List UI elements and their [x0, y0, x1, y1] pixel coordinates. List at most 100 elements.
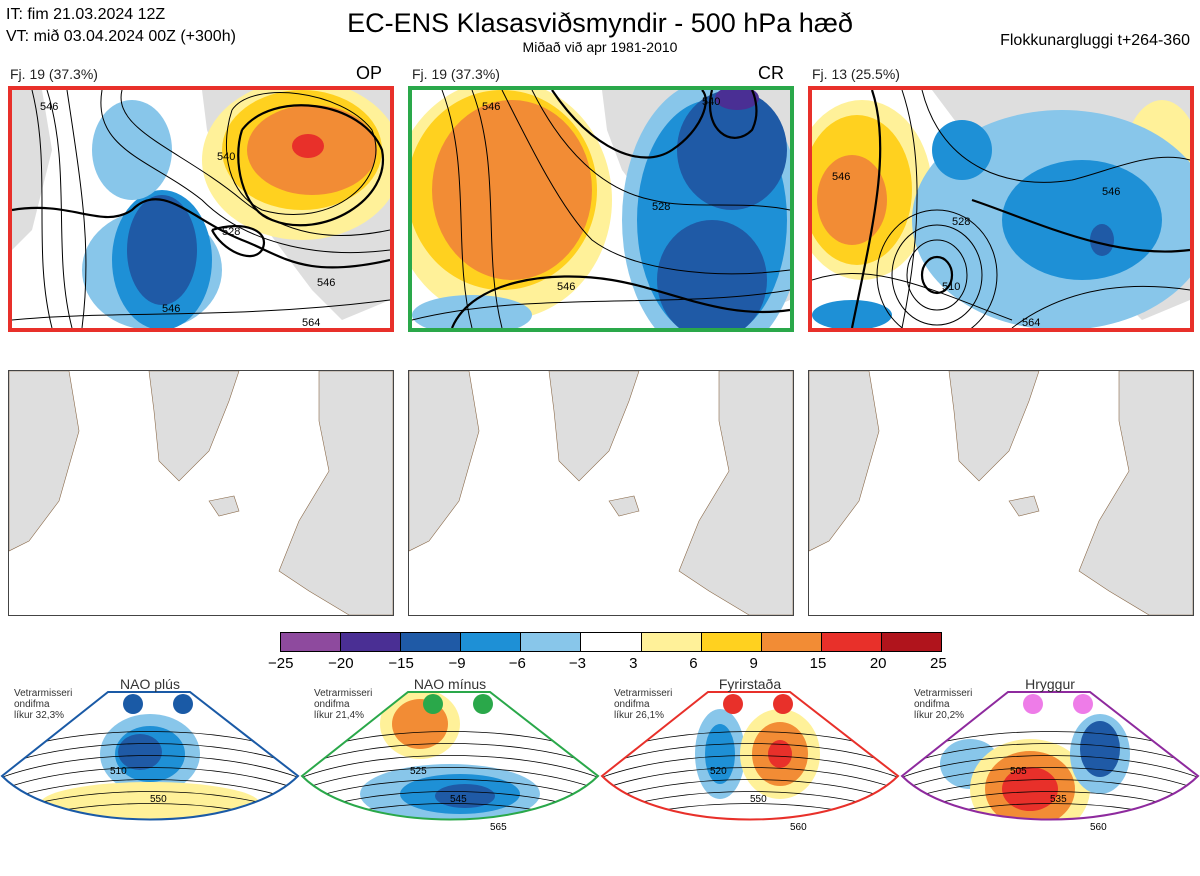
regime-panel: 520 550 560 Fyrirstaða Vetrarmisseri ondifma l…: [600, 674, 900, 871]
contour-label: 560: [1090, 822, 1107, 833]
contour-label: 546: [832, 171, 850, 183]
contour-label: 560: [790, 822, 807, 833]
regime-border: [0, 691, 300, 821]
regime-map: 510 550: [0, 691, 300, 821]
colorbar-tick-label: 9: [749, 655, 758, 672]
anomaly-shading: [118, 734, 162, 770]
contour-label: 528: [952, 216, 970, 228]
regime-dot: [473, 694, 493, 714]
regime-panel: 510 550 NAO plús Vetrarmisseri ondifma líkur …: [0, 674, 300, 871]
height-contour: [902, 767, 1198, 791]
colorbar-swatch: [341, 633, 402, 651]
colorbar-tick-label: 25: [930, 655, 947, 672]
regime-dot: [1073, 694, 1093, 714]
colorbar-tick-label: −9: [448, 655, 466, 672]
regime-map: 505 535 560: [900, 691, 1200, 833]
regime-map: 520 550 560: [600, 691, 900, 833]
cluster-map-1-graphic: 546 540 528 546 546 564: [12, 90, 390, 328]
colorbar-tick-label: 6: [689, 655, 698, 672]
regime-dot: [173, 694, 193, 714]
height-contour: [602, 755, 898, 779]
height-contour: [602, 767, 898, 791]
anomaly-shading: [1080, 721, 1120, 777]
height-contour: [302, 767, 598, 791]
anomaly-shading: [1002, 767, 1058, 811]
colorbar-swatch: [701, 633, 762, 651]
empty-map-2: [408, 370, 794, 616]
regime-note-line: ondifma: [614, 699, 650, 710]
contour-label: 510: [942, 281, 960, 293]
height-contour: [602, 743, 898, 767]
empty-map-3: [808, 370, 1194, 616]
regime-dot: [1023, 694, 1043, 714]
anomaly-shading: [435, 784, 495, 808]
contour-label: 510: [110, 766, 127, 777]
cluster-2-label: Fj. 19 (37.3%): [412, 66, 500, 82]
regime-note-line: Vetrarmisseri: [914, 688, 973, 699]
colorbar-swatch: [401, 633, 462, 651]
regime-note-line: ondifma: [14, 699, 50, 710]
contour-label: 565: [490, 822, 507, 833]
cluster-3-label: Fj. 13 (25.5%): [812, 66, 900, 82]
colorbar-tick-label: 20: [869, 655, 887, 672]
height-contour: [2, 779, 298, 803]
height-contour: [602, 803, 898, 820]
header-info: IT: fim 21.03.2024 12Z VT: mið 03.04.202…: [6, 4, 236, 48]
empty-map-2-graphic: [409, 371, 793, 615]
cluster-map-3-graphic: 546 528 510 546 564: [812, 90, 1190, 328]
empty-map-1-graphic: [9, 371, 393, 615]
regime-border: [600, 691, 900, 821]
regime-title: NAO mínus: [413, 676, 487, 692]
colorbar-tick-label: −6: [508, 655, 526, 672]
colorbar-tick-label: 3: [629, 655, 638, 672]
regime-dot: [423, 694, 443, 714]
cluster-map-3: 546 528 510 546 564: [808, 86, 1194, 332]
colorbar-swatch: [281, 633, 342, 651]
contour-label: 540: [702, 96, 720, 108]
empty-map-3-graphic: [809, 371, 1193, 615]
contour-label: 564: [302, 317, 320, 328]
anomaly-shading: [768, 740, 792, 768]
colorbar-swatch: [461, 633, 522, 651]
regime-map: 525 545 565: [300, 691, 600, 833]
contour-label: 525: [410, 766, 427, 777]
regime-dot: [723, 694, 743, 714]
height-contour: [902, 743, 1198, 767]
cluster-1-tag: OP: [356, 63, 383, 83]
regime-note: Vetrarmisseri ondifma líkur 26,1%: [614, 688, 672, 721]
colorbar-tick-label: −25: [268, 655, 294, 672]
regime-border: [300, 691, 600, 821]
regime-note: Vetrarmisseri ondifma líkur 20,2%: [914, 688, 972, 721]
regime-title: Hryggur: [1025, 676, 1075, 692]
colorbar: [280, 632, 942, 652]
contour-label: 546: [162, 303, 180, 315]
cluster-1-label: Fj. 19 (37.3%): [10, 66, 98, 82]
height-contour: [302, 755, 598, 779]
init-time: IT: fim 21.03.2024 12Z: [6, 6, 166, 23]
colorbar-swatch: [641, 633, 702, 651]
regime-note-line: líkur 20,2%: [914, 710, 965, 721]
regime-note-line: líkur 26,1%: [614, 710, 665, 721]
regime-panel: 525 545 565 NAO mínus Vetrarmisseri ondifma lí…: [300, 674, 600, 871]
contour-label: 564: [1022, 317, 1040, 328]
regime-note-line: Vetrarmisseri: [614, 688, 673, 699]
height-contour: [902, 779, 1198, 803]
regime-note-line: ondifma: [914, 699, 950, 710]
height-contour: [2, 755, 298, 779]
regime-note-line: Vetrarmisseri: [14, 688, 73, 699]
contour-label: 535: [1050, 794, 1067, 805]
regime-panel: 505 535 560 Hryggur Vetrarmisseri ondifma líku…: [900, 674, 1200, 871]
colorbar-swatch: [521, 633, 582, 651]
cluster-map-1: 546 540 528 546 546 564: [8, 86, 394, 332]
page-title: EC-ENS Klasasviðsmyndir - 500 hPa hæð: [347, 8, 853, 38]
colorbar-swatch: [821, 633, 882, 651]
contour-label: 550: [150, 794, 167, 805]
regime-note-line: Vetrarmisseri: [314, 688, 373, 699]
contour-label: 540: [217, 151, 235, 163]
regime-note: Vetrarmisseri ondifma líkur 21,4%: [314, 688, 372, 721]
regime-dot: [773, 694, 793, 714]
regime-note-line: líkur 21,4%: [314, 710, 365, 721]
empty-map-1: [8, 370, 394, 616]
regime-note-line: ondifma: [314, 699, 350, 710]
height-contour: [902, 755, 1198, 779]
